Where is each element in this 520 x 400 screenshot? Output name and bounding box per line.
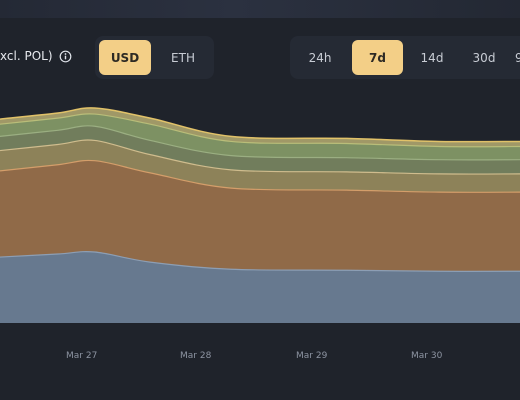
range-24h-button[interactable]: 24h	[308, 50, 332, 65]
range-7d-button[interactable]: 7d	[352, 40, 403, 75]
x-tick-label-mar-30: Mar 30	[411, 351, 443, 361]
top-strip	[0, 0, 520, 18]
chart-title: xcl. POL)	[0, 48, 72, 64]
info-icon-svg	[59, 50, 71, 62]
range-30d-button[interactable]: 30d	[472, 50, 496, 65]
x-tick-label-mar-29: Mar 29	[296, 351, 328, 361]
info-icon[interactable]	[59, 50, 72, 63]
eth-button[interactable]: ETH	[171, 50, 195, 65]
chart-title-text: xcl. POL)	[0, 49, 53, 63]
time-range-toggle: 24h 7d 14d 30d 9	[290, 36, 520, 79]
range-14d-button[interactable]: 14d	[420, 50, 444, 65]
currency-toggle: USD ETH	[95, 36, 214, 79]
usd-button[interactable]: USD	[99, 40, 151, 75]
x-tick-label-mar-28: Mar 28	[180, 351, 212, 361]
range-more-button[interactable]: 9	[515, 50, 520, 65]
x-tick-label-mar-27: Mar 27	[66, 351, 98, 361]
